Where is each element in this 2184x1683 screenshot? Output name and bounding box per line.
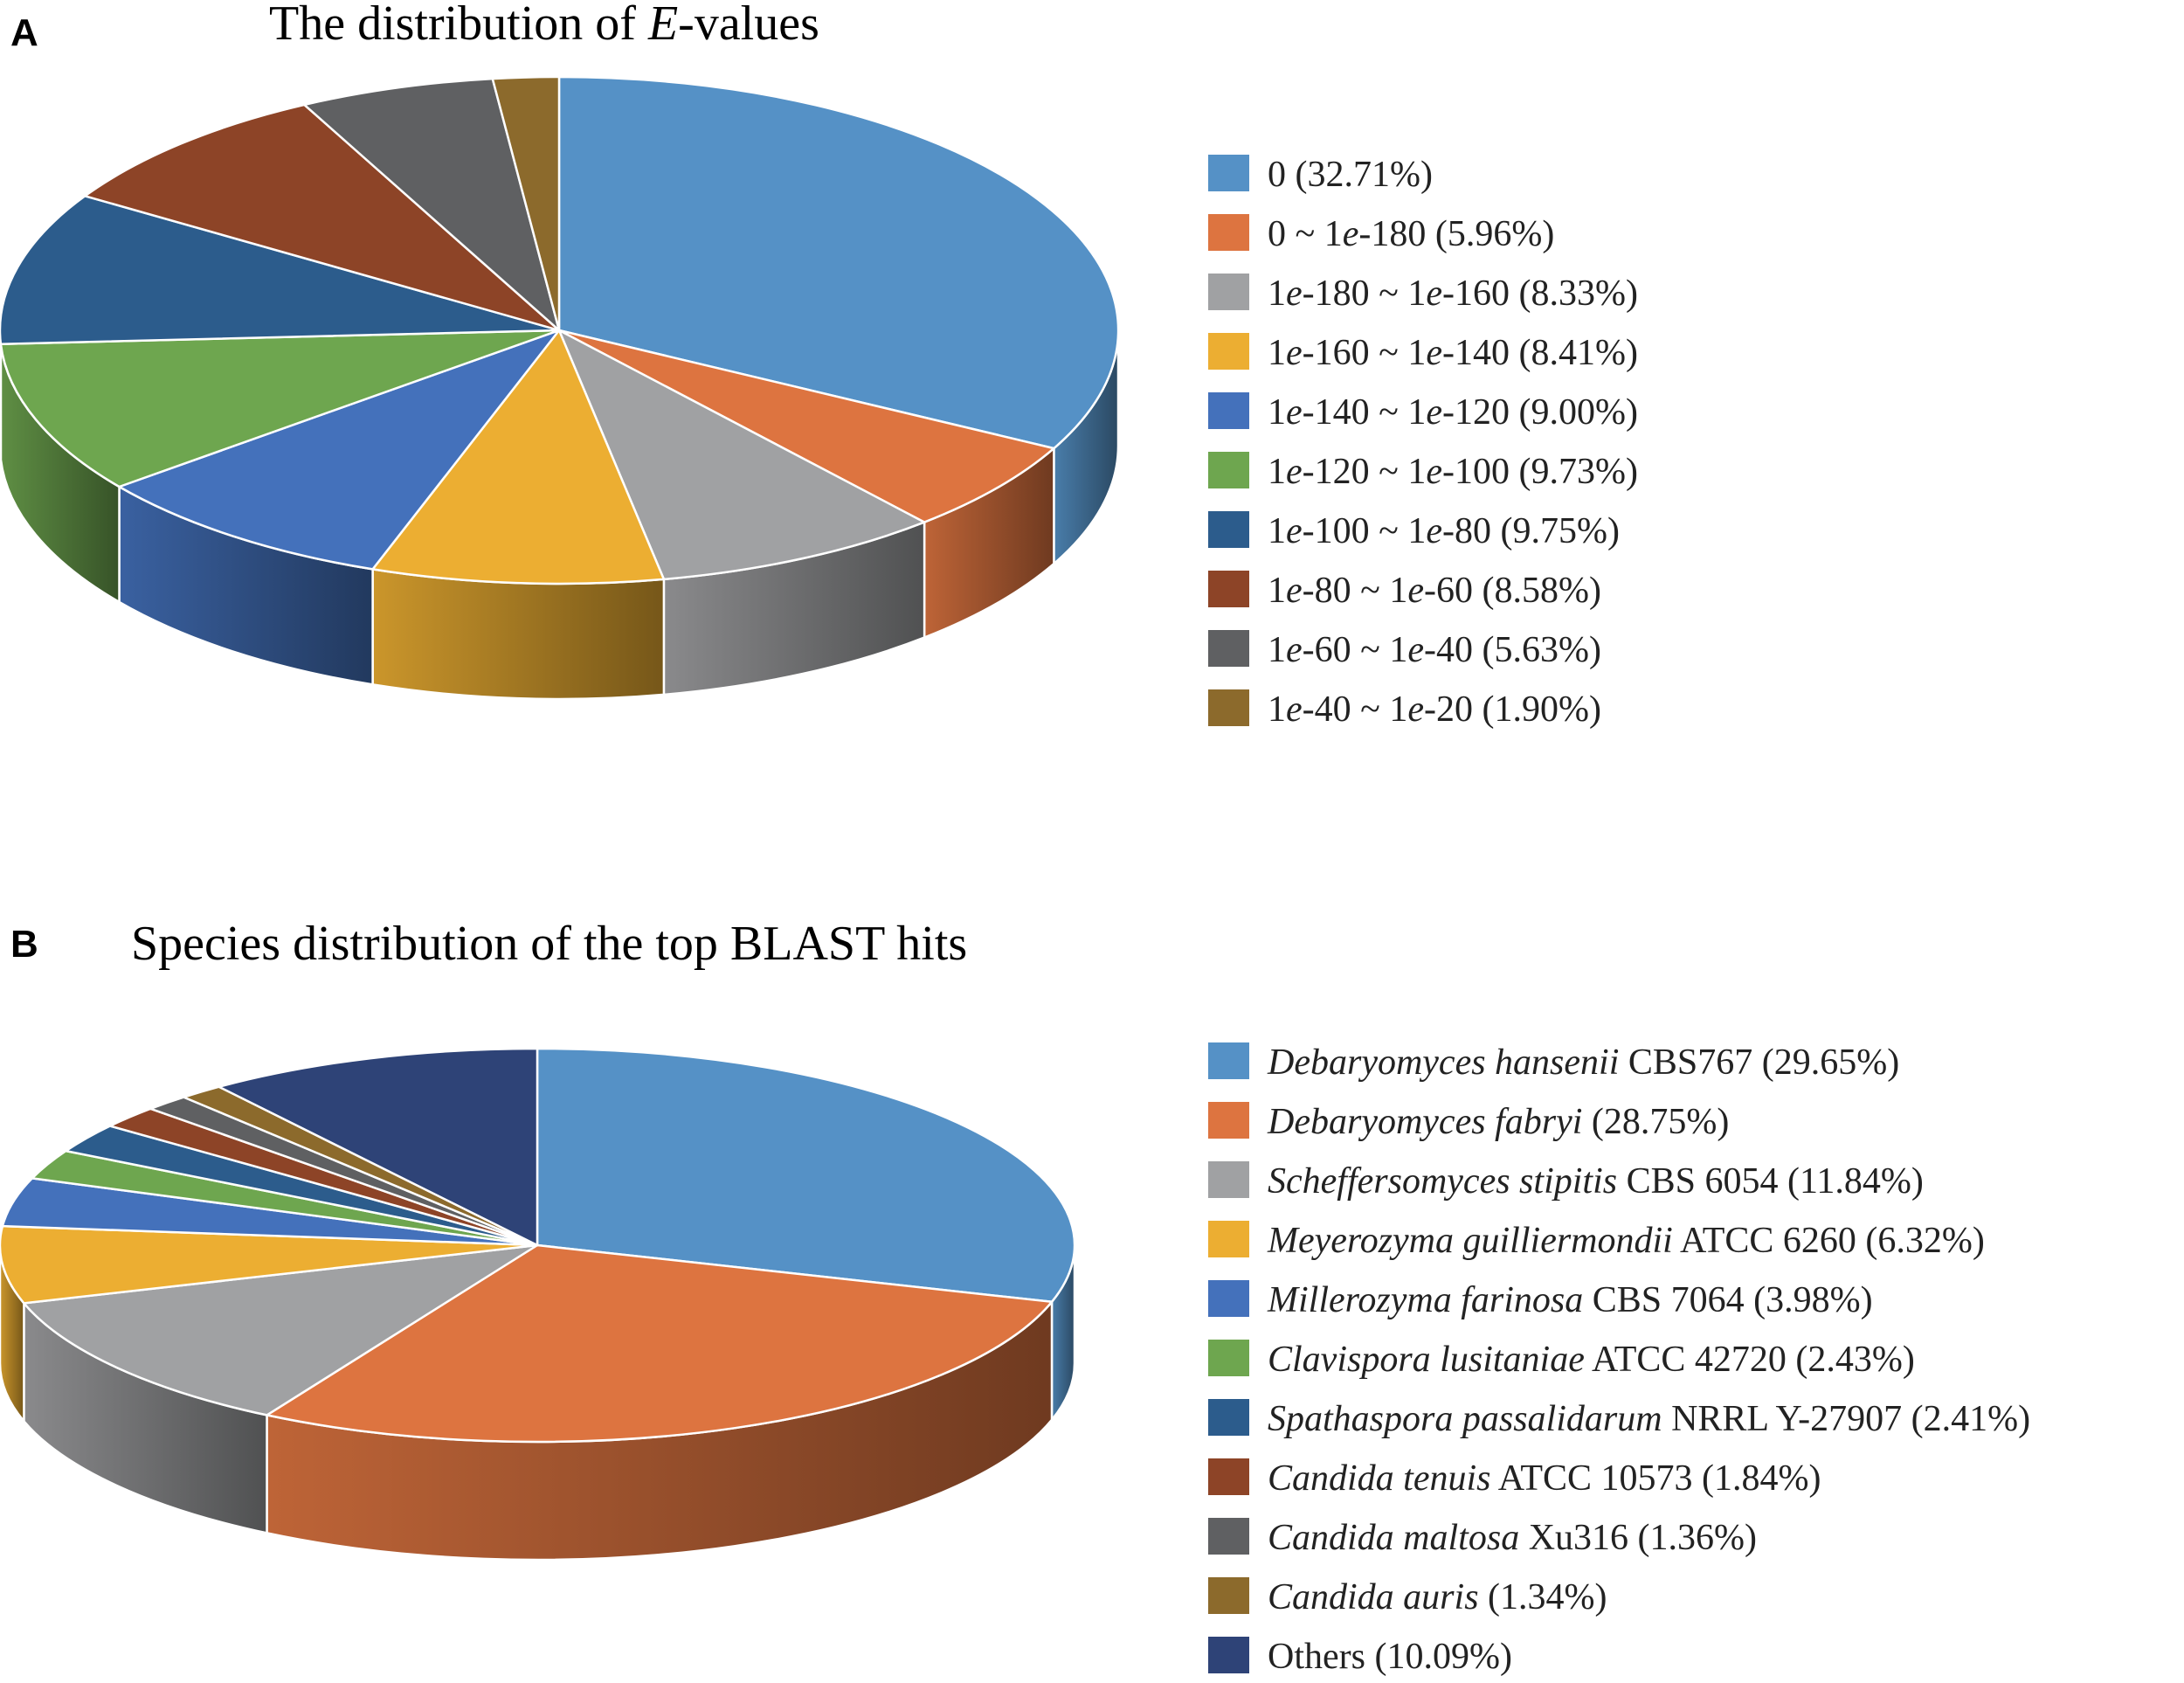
legend-swatch <box>1208 274 1249 310</box>
legend-label: Debaryomyces fabryi (28.75%) <box>1267 1102 1729 1142</box>
legend-label: Scheffersomyces stipitis CBS 6054 (11.84… <box>1268 1161 1924 1202</box>
legend-label: Meyerozyma guilliermondii ATCC 6260 (6.3… <box>1267 1221 1985 1261</box>
panel-letter-b: B <box>10 923 38 966</box>
pie-slice-3 <box>557 329 926 581</box>
panel-letter-a: A <box>10 11 38 54</box>
legend-label: Others (10.09%) <box>1268 1637 1512 1677</box>
legend-label: Millerozyma farinosa CBS 7064 (3.98%) <box>1267 1280 1873 1320</box>
pie-slice-11 <box>218 1047 539 1247</box>
legend-label: 1e-60 ~ 1e-40 (5.63%) <box>1268 630 1601 670</box>
legend-label: 1e-40 ~ 1e-20 (1.90%) <box>1268 689 1601 730</box>
legend-label: 1e-180 ~ 1e-160 (8.33%) <box>1268 274 1638 314</box>
legend-swatch <box>1208 1280 1249 1317</box>
chart-title: The distribution of E-values <box>269 0 819 51</box>
pie-slice-9 <box>303 77 561 332</box>
legend-swatch <box>1208 689 1249 726</box>
legend: 0 (32.71%) 0 ~ 1e-180 (5.96%) 1e-180 ~ 1e-… <box>1208 155 1638 730</box>
pie-slice-1 <box>557 75 1120 450</box>
legend-label: Candida maltosa Xu316 (1.36%) <box>1268 1518 1757 1558</box>
pie-slice-6 <box>0 329 561 488</box>
legend-swatch <box>1208 1399 1249 1436</box>
legend-swatch <box>1208 333 1249 370</box>
legend-swatch <box>1208 630 1249 667</box>
legend: Debaryomyces hansenii CBS767 (29.65%) Deb… <box>1208 1042 2030 1677</box>
pie-chart-species: Species distribution of the top BLAST hi… <box>0 917 2030 1677</box>
legend-label: Candida tenuis ATCC 10573 (1.84%) <box>1268 1458 1821 1499</box>
legend-swatch <box>1208 1458 1249 1495</box>
legend-swatch <box>1208 571 1249 607</box>
legend-swatch <box>1208 1161 1249 1198</box>
chart-title: Species distribution of the top BLAST hi… <box>131 917 967 971</box>
legend-label: 0 ~ 1e-180 (5.96%) <box>1268 214 1554 254</box>
legend-swatch <box>1208 1518 1249 1555</box>
pie-slice-10 <box>491 75 561 332</box>
legend-swatch <box>1208 1221 1249 1257</box>
pie-slice-4 <box>371 329 666 585</box>
pie-slice-5 <box>118 329 561 571</box>
legend-label: Spathaspora passalidarum NRRL Y-27907 (2… <box>1268 1399 2030 1439</box>
pie-slice-2 <box>266 1243 1054 1444</box>
legend-label: Candida auris (1.34%) <box>1268 1577 1607 1617</box>
legend-swatch <box>1208 452 1249 488</box>
legend-swatch <box>1208 1340 1249 1376</box>
legend-swatch <box>1208 1042 1249 1079</box>
legend-label: Clavispora lusitaniae ATCC 42720 (2.43%) <box>1268 1340 1915 1380</box>
pie-slice-2 <box>557 329 1055 523</box>
pie-side-4 <box>371 567 666 701</box>
pie-slice-8 <box>84 103 561 332</box>
legend-label: 1e-140 ~ 1e-120 (9.00%) <box>1268 392 1638 433</box>
legend-label: 0 (32.71%) <box>1268 155 1433 195</box>
legend-label: 1e-80 ~ 1e-60 (8.58%) <box>1268 571 1601 611</box>
legend-label: Debaryomyces hansenii CBS767 (29.65%) <box>1267 1042 1899 1083</box>
legend-swatch <box>1208 392 1249 429</box>
legend-swatch <box>1208 214 1249 251</box>
pie-slice-4 <box>0 1224 539 1305</box>
pie-slice-7 <box>0 195 561 345</box>
legend-swatch <box>1208 511 1249 548</box>
legend-swatch <box>1208 1102 1249 1139</box>
legend-label: 1e-160 ~ 1e-140 (8.41%) <box>1268 333 1638 373</box>
pie-slice-1 <box>536 1047 1076 1304</box>
legend-label: 1e-120 ~ 1e-100 (9.73%) <box>1268 452 1638 492</box>
legend-swatch <box>1208 1577 1249 1614</box>
legend-swatch <box>1208 155 1249 191</box>
pie-slice-3 <box>23 1243 539 1416</box>
legend-swatch <box>1208 1637 1249 1673</box>
legend-label: 1e-100 ~ 1e-80 (9.75%) <box>1268 511 1620 551</box>
